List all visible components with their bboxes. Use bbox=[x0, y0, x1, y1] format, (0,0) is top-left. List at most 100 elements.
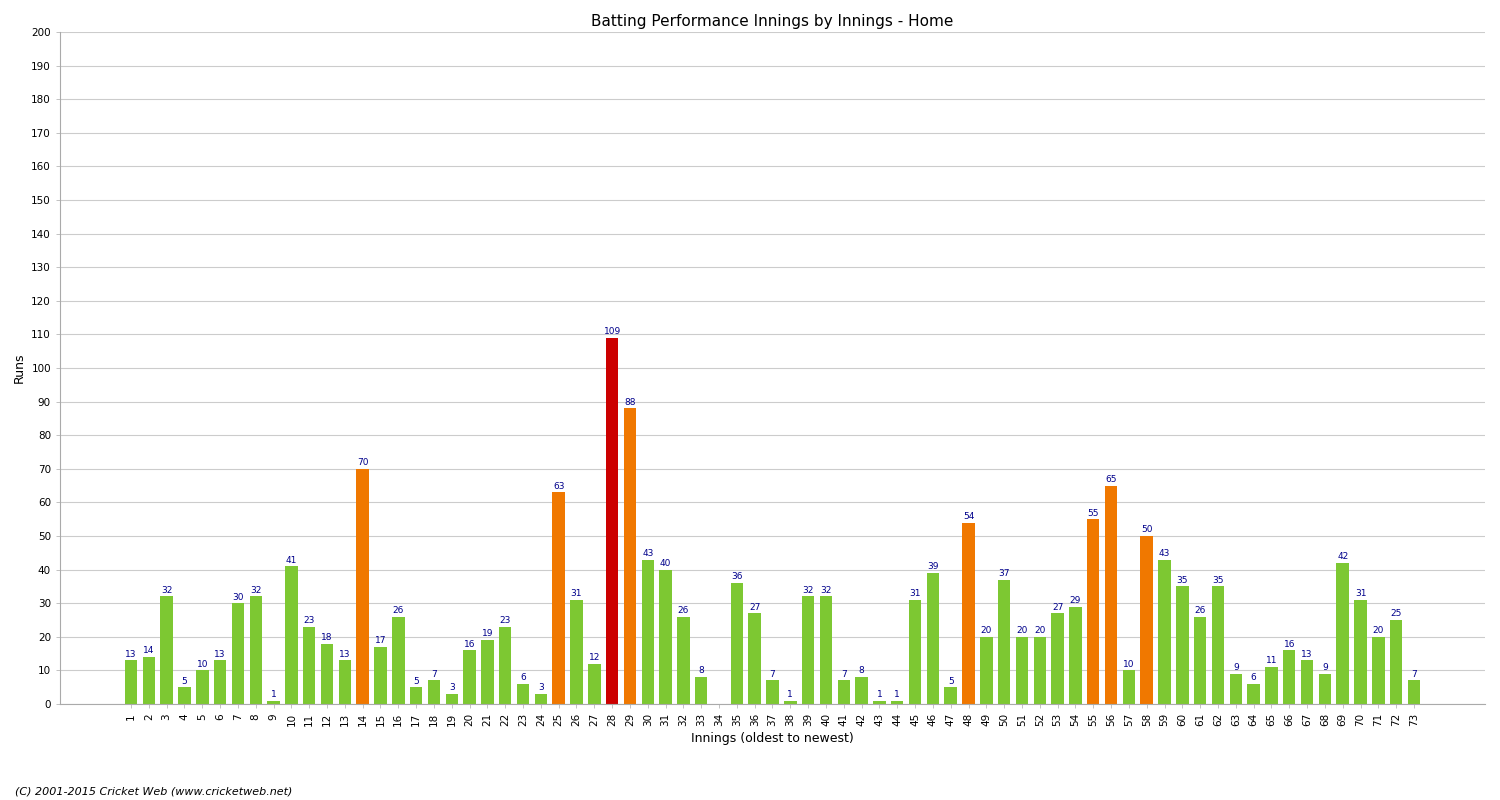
Text: 19: 19 bbox=[482, 630, 494, 638]
Bar bbox=[1318, 674, 1330, 704]
Text: 13: 13 bbox=[214, 650, 226, 658]
Text: 16: 16 bbox=[1284, 639, 1294, 649]
Bar bbox=[819, 597, 833, 704]
Text: 26: 26 bbox=[1194, 606, 1206, 615]
Text: 65: 65 bbox=[1106, 475, 1118, 484]
Text: 18: 18 bbox=[321, 633, 333, 642]
Text: 27: 27 bbox=[1052, 602, 1064, 611]
Bar bbox=[1336, 563, 1348, 704]
Bar bbox=[1282, 650, 1296, 704]
Bar bbox=[855, 677, 868, 704]
Bar bbox=[267, 701, 280, 704]
Text: 9: 9 bbox=[1322, 663, 1328, 672]
Bar bbox=[676, 617, 690, 704]
Bar bbox=[285, 566, 297, 704]
Bar bbox=[249, 597, 262, 704]
Text: 8: 8 bbox=[699, 666, 703, 675]
Text: 32: 32 bbox=[802, 586, 814, 595]
Bar bbox=[518, 684, 530, 704]
Text: 27: 27 bbox=[748, 602, 760, 611]
Bar bbox=[1106, 486, 1118, 704]
Text: 1: 1 bbox=[788, 690, 794, 699]
Bar bbox=[873, 701, 885, 704]
Bar bbox=[1070, 606, 1082, 704]
Text: 35: 35 bbox=[1212, 576, 1224, 585]
Bar bbox=[927, 573, 939, 704]
Bar bbox=[178, 687, 190, 704]
Text: 20: 20 bbox=[1017, 626, 1028, 635]
Bar bbox=[357, 469, 369, 704]
Text: 32: 32 bbox=[251, 586, 261, 595]
Bar bbox=[1408, 681, 1420, 704]
Bar bbox=[784, 701, 796, 704]
Text: 43: 43 bbox=[642, 549, 654, 558]
Bar bbox=[766, 681, 778, 704]
Bar bbox=[837, 681, 850, 704]
Text: 50: 50 bbox=[1142, 526, 1152, 534]
Text: 16: 16 bbox=[464, 639, 476, 649]
Bar bbox=[321, 643, 333, 704]
Bar bbox=[1158, 559, 1172, 704]
Text: (C) 2001-2015 Cricket Web (www.cricketweb.net): (C) 2001-2015 Cricket Web (www.cricketwe… bbox=[15, 786, 292, 796]
Text: 11: 11 bbox=[1266, 656, 1276, 666]
Bar bbox=[142, 657, 154, 704]
Text: 70: 70 bbox=[357, 458, 369, 467]
Text: 36: 36 bbox=[730, 572, 742, 582]
Bar bbox=[748, 614, 760, 704]
Bar bbox=[464, 650, 476, 704]
Bar bbox=[1088, 519, 1100, 704]
Text: 6: 6 bbox=[520, 673, 526, 682]
Text: 3: 3 bbox=[448, 683, 454, 692]
Bar bbox=[998, 580, 1011, 704]
Bar bbox=[624, 408, 636, 704]
Bar bbox=[392, 617, 405, 704]
Bar bbox=[963, 522, 975, 704]
Text: 20: 20 bbox=[1372, 626, 1384, 635]
Bar bbox=[500, 626, 512, 704]
Bar bbox=[124, 660, 136, 704]
Text: 5: 5 bbox=[413, 677, 419, 686]
Bar bbox=[534, 694, 548, 704]
Bar bbox=[339, 660, 351, 704]
X-axis label: Innings (oldest to newest): Innings (oldest to newest) bbox=[692, 732, 853, 745]
Bar bbox=[482, 640, 494, 704]
Text: 31: 31 bbox=[1354, 589, 1366, 598]
Text: 20: 20 bbox=[1034, 626, 1046, 635]
Bar bbox=[909, 600, 921, 704]
Text: 30: 30 bbox=[232, 593, 243, 602]
Bar bbox=[1034, 637, 1046, 704]
Bar bbox=[1300, 660, 1314, 704]
Text: 54: 54 bbox=[963, 512, 974, 521]
Bar bbox=[427, 681, 439, 704]
Bar bbox=[552, 492, 566, 704]
Text: 13: 13 bbox=[339, 650, 351, 658]
Text: 31: 31 bbox=[909, 589, 921, 598]
Text: 39: 39 bbox=[927, 562, 939, 571]
Text: 6: 6 bbox=[1251, 673, 1257, 682]
Text: 32: 32 bbox=[160, 586, 172, 595]
Bar bbox=[1122, 670, 1136, 704]
Bar bbox=[1354, 600, 1366, 704]
Text: 9: 9 bbox=[1233, 663, 1239, 672]
Text: 41: 41 bbox=[285, 555, 297, 565]
Bar bbox=[945, 687, 957, 704]
Bar bbox=[1372, 637, 1384, 704]
Title: Batting Performance Innings by Innings - Home: Batting Performance Innings by Innings -… bbox=[591, 14, 954, 30]
Text: 20: 20 bbox=[981, 626, 992, 635]
Text: 10: 10 bbox=[196, 660, 208, 669]
Text: 17: 17 bbox=[375, 636, 386, 645]
Text: 5: 5 bbox=[948, 677, 954, 686]
Bar bbox=[606, 338, 618, 704]
Text: 29: 29 bbox=[1070, 596, 1082, 605]
Bar bbox=[410, 687, 423, 704]
Bar bbox=[891, 701, 903, 704]
Y-axis label: Runs: Runs bbox=[12, 353, 26, 383]
Text: 40: 40 bbox=[660, 559, 672, 568]
Bar bbox=[730, 583, 742, 704]
Text: 37: 37 bbox=[999, 569, 1010, 578]
Text: 109: 109 bbox=[603, 327, 621, 336]
Bar bbox=[1248, 684, 1260, 704]
Text: 1: 1 bbox=[876, 690, 882, 699]
Text: 35: 35 bbox=[1176, 576, 1188, 585]
Text: 7: 7 bbox=[430, 670, 436, 678]
